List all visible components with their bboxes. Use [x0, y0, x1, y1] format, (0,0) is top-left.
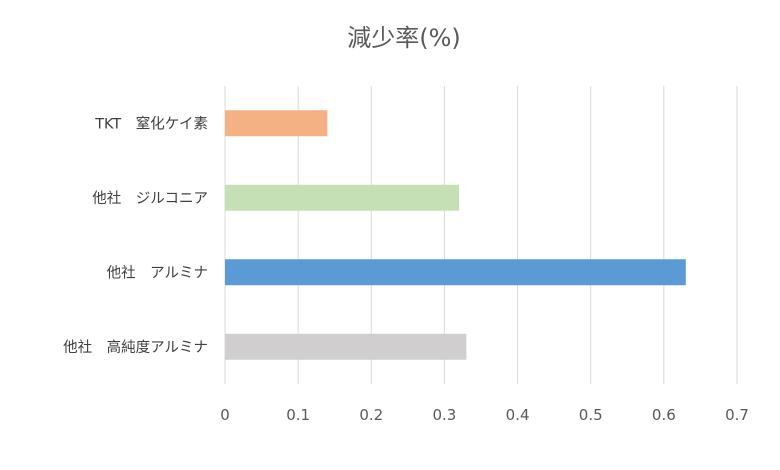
bar-2 [225, 259, 686, 286]
category-label: 他社 高純度アルミナ [63, 339, 208, 356]
x-tick-label: 0 [220, 406, 230, 424]
x-tick-label: 0.2 [359, 406, 383, 424]
category-label: 他社 ジルコニア [92, 190, 208, 207]
x-tick-label: 0.6 [652, 406, 676, 424]
x-tick-label: 0.5 [579, 406, 603, 424]
x-tick-label: 0.7 [725, 406, 749, 424]
x-tick-label: 0.3 [432, 406, 456, 424]
category-label: 他社 アルミナ [107, 264, 208, 281]
bar-0 [225, 110, 328, 137]
x-tick-label: 0.4 [506, 406, 530, 424]
bar-3 [225, 333, 467, 360]
category-label: TKT 窒化ケイ素 [94, 114, 208, 132]
x-tick-labels: 0 0.1 0.2 0.3 0.4 0.5 0.6 0.7 [220, 406, 749, 424]
x-tick-label: 0.1 [286, 406, 310, 424]
bars [225, 110, 686, 360]
chart-title: 減少率(%) [347, 24, 461, 52]
bar-1 [225, 184, 460, 211]
